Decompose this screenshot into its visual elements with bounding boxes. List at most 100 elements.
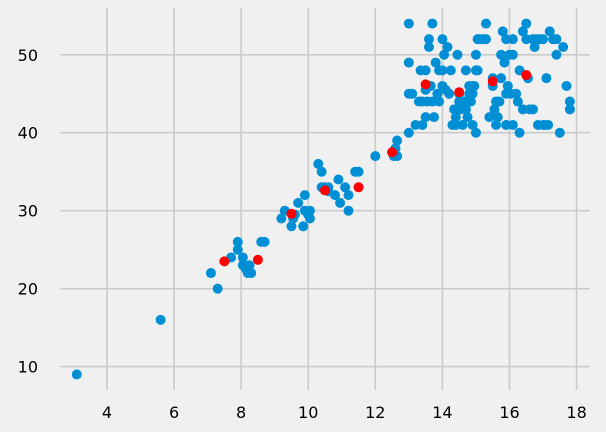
data-point bbox=[420, 65, 431, 76]
x-tick-label: 14 bbox=[432, 403, 452, 422]
data-point bbox=[496, 73, 507, 84]
data-point bbox=[430, 57, 441, 68]
y-tick-label: 20 bbox=[18, 280, 38, 299]
data-point bbox=[423, 34, 434, 45]
y-tick-label: 40 bbox=[18, 124, 38, 143]
data-point bbox=[437, 34, 448, 45]
highlight-point bbox=[420, 79, 431, 90]
x-tick-label: 6 bbox=[169, 403, 179, 422]
data-point bbox=[439, 49, 450, 60]
highlight-point bbox=[320, 185, 330, 196]
data-point bbox=[298, 221, 309, 232]
data-point bbox=[529, 41, 540, 52]
data-point bbox=[469, 80, 480, 91]
data-point bbox=[551, 34, 562, 45]
data-point bbox=[541, 73, 552, 84]
data-point bbox=[517, 26, 528, 37]
data-point bbox=[497, 26, 508, 37]
x-tick-label: 16 bbox=[499, 403, 519, 422]
data-point bbox=[561, 80, 572, 91]
x-tick-label: 10 bbox=[298, 403, 318, 422]
data-point bbox=[276, 213, 287, 224]
data-point bbox=[460, 65, 471, 76]
data-point bbox=[353, 166, 364, 177]
grid-lines bbox=[60, 8, 590, 390]
data-point bbox=[427, 18, 438, 29]
highlight-point bbox=[487, 76, 498, 87]
highlight-point bbox=[521, 70, 532, 81]
data-point bbox=[467, 88, 478, 99]
data-point bbox=[499, 57, 510, 68]
data-point bbox=[444, 88, 455, 99]
data-point bbox=[205, 268, 216, 279]
data-point bbox=[403, 18, 414, 29]
data-point bbox=[543, 119, 554, 130]
data-point bbox=[333, 174, 344, 185]
data-point bbox=[335, 197, 346, 208]
data-point bbox=[232, 236, 243, 247]
data-point bbox=[452, 49, 463, 60]
data-point bbox=[564, 104, 575, 115]
highlight-point bbox=[387, 147, 398, 158]
data-point bbox=[437, 65, 448, 76]
data-point bbox=[558, 41, 569, 52]
x-tick-label: 12 bbox=[365, 403, 385, 422]
data-point bbox=[313, 158, 324, 169]
data-point bbox=[237, 252, 248, 263]
data-point bbox=[304, 213, 315, 224]
data-point bbox=[462, 112, 473, 123]
data-points bbox=[71, 18, 575, 380]
data-point bbox=[514, 127, 525, 138]
data-point bbox=[472, 65, 483, 76]
data-point bbox=[481, 18, 492, 29]
data-point bbox=[155, 314, 166, 325]
data-point bbox=[343, 205, 354, 216]
data-point bbox=[423, 41, 434, 52]
data-point bbox=[392, 135, 403, 146]
x-tick-labels: 4 6 8 10 12 14 16 18 bbox=[102, 403, 587, 422]
data-point bbox=[551, 49, 562, 60]
data-point bbox=[71, 369, 82, 380]
data-point bbox=[496, 49, 507, 60]
data-point bbox=[299, 190, 310, 201]
data-point bbox=[481, 34, 492, 45]
data-point bbox=[465, 96, 476, 107]
data-point bbox=[244, 260, 255, 271]
data-point bbox=[554, 127, 565, 138]
data-point bbox=[442, 41, 453, 52]
highlight-point bbox=[252, 254, 263, 265]
data-point bbox=[450, 112, 461, 123]
data-point bbox=[259, 236, 270, 247]
y-tick-label: 10 bbox=[18, 358, 38, 377]
data-point bbox=[470, 49, 481, 60]
data-point bbox=[491, 119, 502, 130]
x-tick-label: 8 bbox=[236, 403, 246, 422]
data-point bbox=[316, 166, 327, 177]
data-point bbox=[460, 104, 471, 115]
data-point bbox=[492, 112, 503, 123]
data-point bbox=[507, 119, 518, 130]
data-point bbox=[511, 88, 522, 99]
data-point bbox=[489, 104, 500, 115]
y-tick-label: 50 bbox=[18, 46, 38, 65]
data-point bbox=[429, 112, 440, 123]
data-point bbox=[527, 104, 538, 115]
y-tick-labels: 10 20 30 40 50 bbox=[18, 46, 38, 377]
data-point bbox=[420, 112, 431, 123]
highlight-point bbox=[219, 256, 230, 267]
data-point bbox=[403, 57, 414, 68]
data-point bbox=[432, 88, 443, 99]
data-point bbox=[457, 119, 468, 130]
data-point bbox=[445, 65, 456, 76]
data-point bbox=[212, 283, 223, 294]
data-point bbox=[304, 205, 315, 216]
data-point bbox=[502, 80, 513, 91]
data-point bbox=[544, 26, 555, 37]
y-tick-label: 30 bbox=[18, 202, 38, 221]
data-point bbox=[340, 182, 351, 193]
data-point bbox=[343, 190, 354, 201]
data-point bbox=[467, 119, 478, 130]
data-point bbox=[564, 96, 575, 107]
